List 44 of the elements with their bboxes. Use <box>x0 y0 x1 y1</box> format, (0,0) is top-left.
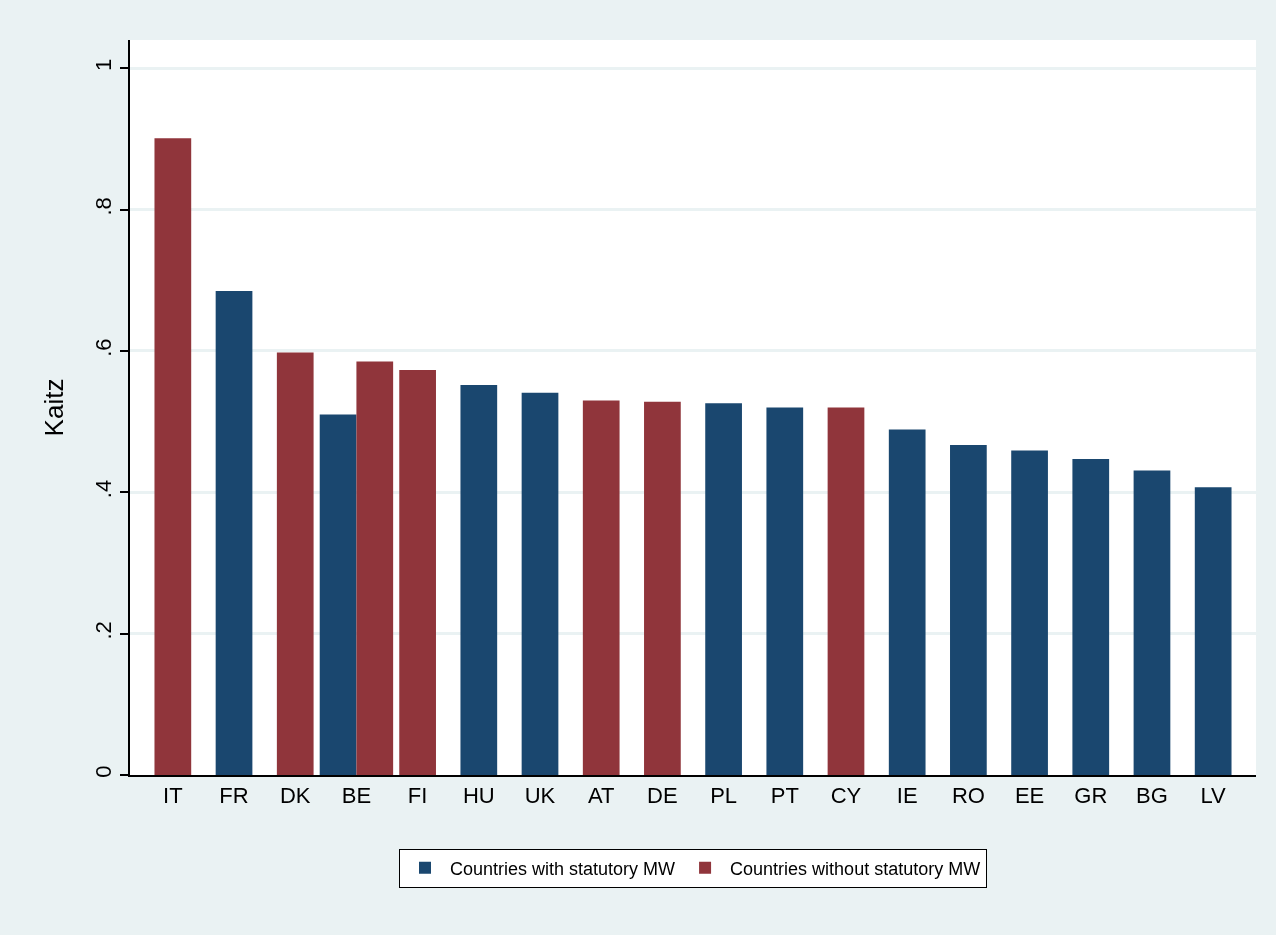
bar <box>1072 459 1110 775</box>
x-tick-label: BE <box>341 783 372 809</box>
x-tick-label: IT <box>163 783 183 809</box>
x-tick-label: LV <box>1200 783 1227 809</box>
legend-label: Countries with statutory MW <box>450 858 676 879</box>
y-axis-title: Kaitz <box>39 378 70 437</box>
bar <box>766 407 804 775</box>
y-tick-label: 0 <box>91 765 117 778</box>
bar <box>460 384 498 775</box>
bar <box>1133 470 1171 775</box>
x-tick-label: EE <box>1014 783 1045 809</box>
bar <box>950 444 987 775</box>
bar <box>276 352 314 775</box>
bar <box>215 290 253 775</box>
bar <box>154 138 192 775</box>
x-tick-label: DK <box>279 783 311 809</box>
x-tick-label: UK <box>524 783 556 809</box>
bar <box>827 407 865 775</box>
y-tick-label: 1 <box>91 58 117 72</box>
x-tick-label: RO <box>951 783 985 809</box>
bar <box>1011 450 1048 775</box>
bar <box>644 401 681 775</box>
y-tick-label: .2 <box>91 621 117 640</box>
bar <box>888 429 926 775</box>
x-tick-label: FR <box>219 783 249 809</box>
y-tick-label: .6 <box>91 338 117 357</box>
bar <box>399 370 436 775</box>
y-tick-label: .8 <box>91 197 117 216</box>
x-tick-label: AT <box>587 783 615 809</box>
x-tick-label: HU <box>462 783 495 809</box>
x-tick-label: GR <box>1074 783 1108 809</box>
x-tick-label: BG <box>1136 783 1168 809</box>
y-tick-label: .4 <box>91 479 117 499</box>
x-tick-label: FI <box>407 783 428 809</box>
bar <box>521 392 559 775</box>
x-tick-label: PT <box>770 783 799 809</box>
x-tick-label: CY <box>830 783 862 809</box>
bar <box>1194 487 1232 775</box>
x-tick-label: PL <box>710 783 738 809</box>
x-tick-label: DE <box>647 783 678 809</box>
bar <box>582 400 620 775</box>
legend-label: Countries without statutory MW <box>730 858 981 879</box>
x-tick-label: IE <box>896 783 918 809</box>
bar <box>705 403 742 775</box>
